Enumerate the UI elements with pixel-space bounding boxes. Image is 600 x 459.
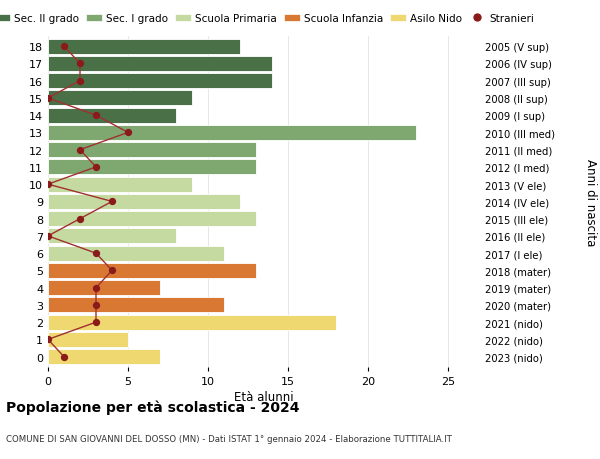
Bar (48, 56, 272, 72)
Point (43, 181, 53, 188)
Point (91, 250, 101, 257)
Point (75, 215, 85, 223)
Point (59, 44, 69, 51)
Bar (48, 177, 192, 192)
Bar (48, 349, 160, 364)
Point (75, 147, 85, 154)
Bar (48, 108, 176, 123)
Point (43, 95, 53, 102)
Bar (48, 212, 256, 227)
Point (91, 164, 101, 171)
Bar (48, 91, 192, 106)
Point (107, 198, 117, 206)
Point (123, 129, 133, 137)
Point (107, 267, 117, 274)
Bar (48, 229, 176, 244)
Bar (48, 315, 336, 330)
Point (75, 78, 85, 85)
Point (59, 353, 69, 361)
Text: COMUNE DI SAN GIOVANNI DEL DOSSO (MN) - Dati ISTAT 1° gennaio 2024 - Elaborazion: COMUNE DI SAN GIOVANNI DEL DOSSO (MN) - … (6, 434, 452, 443)
Point (91, 302, 101, 309)
Bar (48, 143, 256, 158)
Bar (48, 297, 224, 313)
Point (43, 336, 53, 343)
Bar (48, 125, 416, 140)
Point (91, 284, 101, 292)
Bar (48, 160, 256, 175)
Bar (48, 280, 160, 296)
Legend: Sec. II grado, Sec. I grado, Scuola Primaria, Scuola Infanzia, Asilo Nido, Stran: Sec. II grado, Sec. I grado, Scuola Prim… (0, 10, 538, 28)
Bar (48, 246, 224, 261)
Bar (48, 263, 256, 278)
Text: Anni di nascita: Anni di nascita (584, 158, 597, 246)
X-axis label: Età alunni: Età alunni (234, 390, 294, 403)
Point (75, 61, 85, 68)
Point (43, 233, 53, 240)
Bar (48, 39, 240, 55)
Point (91, 319, 101, 326)
Point (91, 112, 101, 120)
Text: Popolazione per età scolastica - 2024: Popolazione per età scolastica - 2024 (6, 399, 299, 414)
Bar (48, 332, 128, 347)
Bar (48, 74, 272, 89)
Bar (48, 195, 240, 209)
